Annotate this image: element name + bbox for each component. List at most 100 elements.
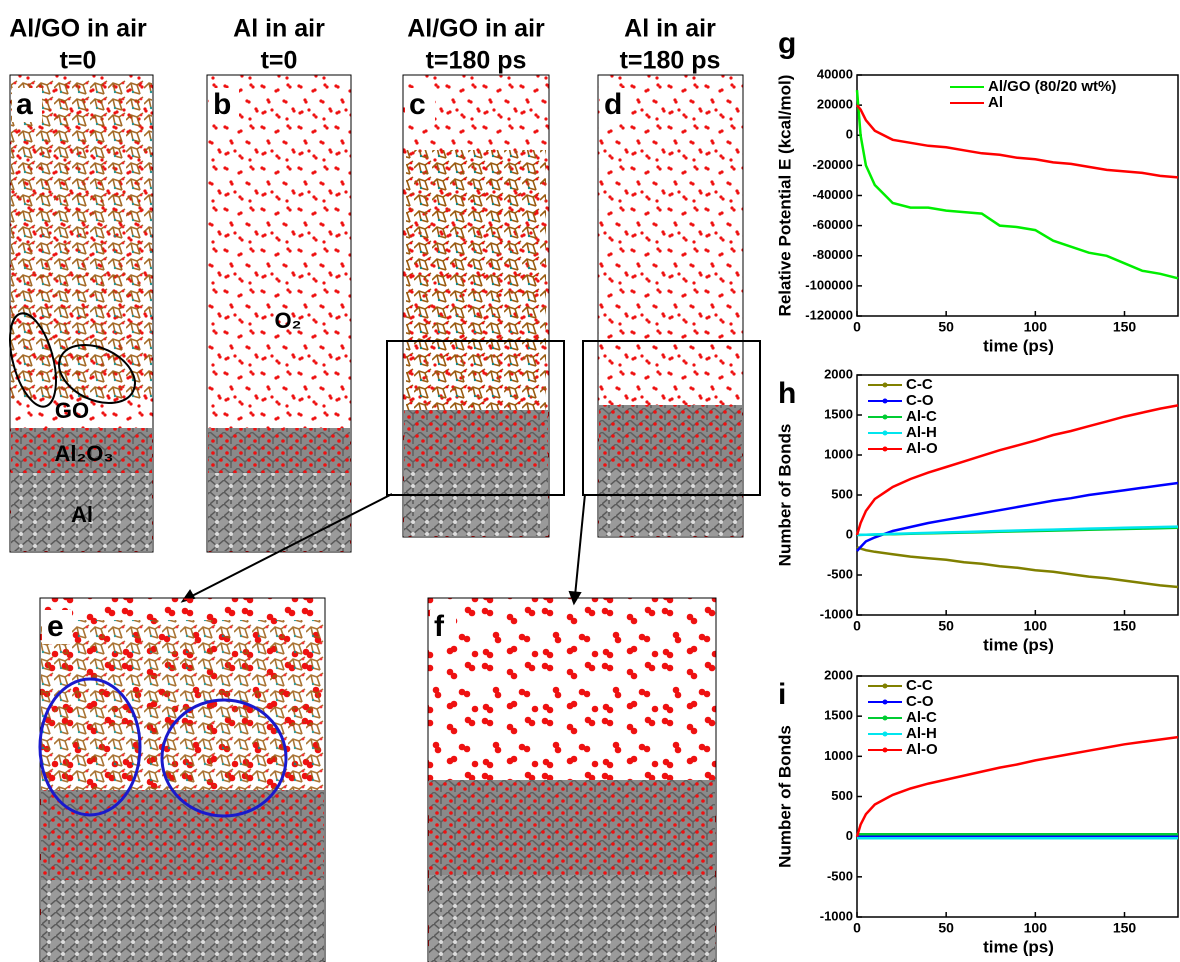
legend-label: Al-C <box>906 709 937 726</box>
series-line <box>856 104 1179 179</box>
y-axis-label: Number of Bonds <box>775 424 794 567</box>
legend-label: Al-O <box>906 741 938 758</box>
ellipse <box>9 312 57 408</box>
sim-panel-d <box>582 74 761 538</box>
label-bg <box>12 88 42 122</box>
al-slab <box>429 875 715 962</box>
y-tick-label: -40000 <box>813 187 853 202</box>
oxide-layer <box>208 428 350 473</box>
oxide-layer <box>429 780 715 875</box>
oxide-layer <box>404 410 548 470</box>
legend-marker <box>882 430 888 436</box>
oxide-layer <box>11 428 152 473</box>
legend-label: Al <box>988 94 1003 111</box>
x-tick-label: 0 <box>853 920 861 936</box>
legend-marker <box>882 683 888 689</box>
al-slab <box>404 470 548 536</box>
x-tick-label: 100 <box>1024 618 1048 634</box>
x-tick-label: 150 <box>1113 920 1137 936</box>
x-tick-label: 150 <box>1113 319 1137 335</box>
sim-panel-c <box>386 74 565 538</box>
panel-title: Al/GO in air <box>9 15 147 43</box>
y-tick-label: -20000 <box>813 157 853 172</box>
al-slab <box>11 473 152 551</box>
ellipse <box>58 343 136 405</box>
label-bg <box>209 88 239 122</box>
chart: -120000 -100000 -80000 -60000 -40000 -20000 0 2… <box>775 27 1179 355</box>
panel-label: h <box>778 377 796 410</box>
legend-label: C-O <box>906 693 934 710</box>
panel-label: d <box>604 88 622 121</box>
legend-label: Al-C <box>906 408 937 425</box>
panel-letters: a b c d e f <box>12 88 630 644</box>
series-line <box>855 404 1179 536</box>
annotation: Al <box>71 502 93 527</box>
panel-title: t=0 <box>60 47 97 75</box>
y-tick-label: 20000 <box>817 97 853 112</box>
panel-title: t=180 ps <box>620 47 721 75</box>
panel-title: t=180 ps <box>426 47 527 75</box>
y-tick-label: 1000 <box>824 446 853 461</box>
y-axis-label: Number of Bonds <box>775 725 794 868</box>
al-slab <box>208 473 350 551</box>
y-tick-label: 1000 <box>824 748 853 763</box>
annotation: Al₂O₃ <box>54 441 113 466</box>
series-line <box>856 481 1179 552</box>
y-tick-label: -500 <box>827 868 853 883</box>
panel-title: t=0 <box>261 47 298 75</box>
panel-label: a <box>16 88 33 121</box>
label-bg <box>600 88 630 122</box>
y-tick-label: 1500 <box>824 406 853 421</box>
legend-label: C-O <box>906 392 934 409</box>
panel-title: Al in air <box>624 15 716 43</box>
y-tick-label: 0 <box>846 127 853 142</box>
panel-title: Al/GO in air <box>407 15 545 43</box>
series-line <box>856 525 1179 537</box>
label-bg <box>42 610 72 644</box>
x-axis-label: time (ps) <box>983 336 1054 355</box>
panel-title: Al in air <box>233 15 325 43</box>
x-tick-label: 150 <box>1113 618 1137 634</box>
annotation: GO <box>55 398 89 423</box>
oxide-layer <box>599 405 742 470</box>
y-tick-label: -100000 <box>805 277 853 292</box>
panel-label: g <box>778 27 796 60</box>
chart: -1000 -500 0 500 1000 1500 2000 0 50 100 150 time (… <box>775 667 1179 956</box>
y-axis-label: Relative Potential E (kcal/mol) <box>775 75 794 317</box>
oxide-layer <box>41 790 324 880</box>
annotation: O₂ <box>275 308 302 333</box>
chart: -1000 -500 0 500 1000 1500 2000 0 50 100 150 time (… <box>775 366 1179 654</box>
y-tick-label: -1000 <box>820 908 853 923</box>
x-tick-label: 100 <box>1024 319 1048 335</box>
y-tick-label: 2000 <box>824 366 853 381</box>
x-tick-label: 0 <box>853 618 861 634</box>
go-sheets <box>41 620 324 800</box>
x-tick-label: 0 <box>853 319 861 335</box>
x-tick-label: 50 <box>938 618 954 634</box>
legend-label: Al-H <box>906 725 937 742</box>
al-slab <box>41 880 324 962</box>
x-axis-label: time (ps) <box>983 635 1054 654</box>
legend-marker <box>882 731 888 737</box>
y-tick-label: 2000 <box>824 667 853 682</box>
go-sheets <box>406 150 546 410</box>
y-tick-label: 500 <box>831 788 853 803</box>
series-line <box>855 90 1179 280</box>
x-tick-label: 100 <box>1024 920 1048 936</box>
sim-panel-f <box>427 597 717 962</box>
go-sheets <box>11 80 152 400</box>
zoom-box <box>386 340 565 496</box>
y-tick-label: -1000 <box>820 606 853 621</box>
arrow <box>574 493 586 597</box>
legend-marker <box>882 414 888 420</box>
legend-label: C-C <box>906 376 933 393</box>
legend-marker <box>882 699 888 705</box>
panel-label: f <box>434 610 445 643</box>
legend-marker <box>882 747 888 753</box>
y-tick-label: -120000 <box>805 307 853 322</box>
legend-marker <box>882 382 888 388</box>
label-bg <box>405 88 435 122</box>
series-line <box>856 545 1179 589</box>
label-bg <box>430 610 456 644</box>
x-tick-label: 50 <box>938 319 954 335</box>
